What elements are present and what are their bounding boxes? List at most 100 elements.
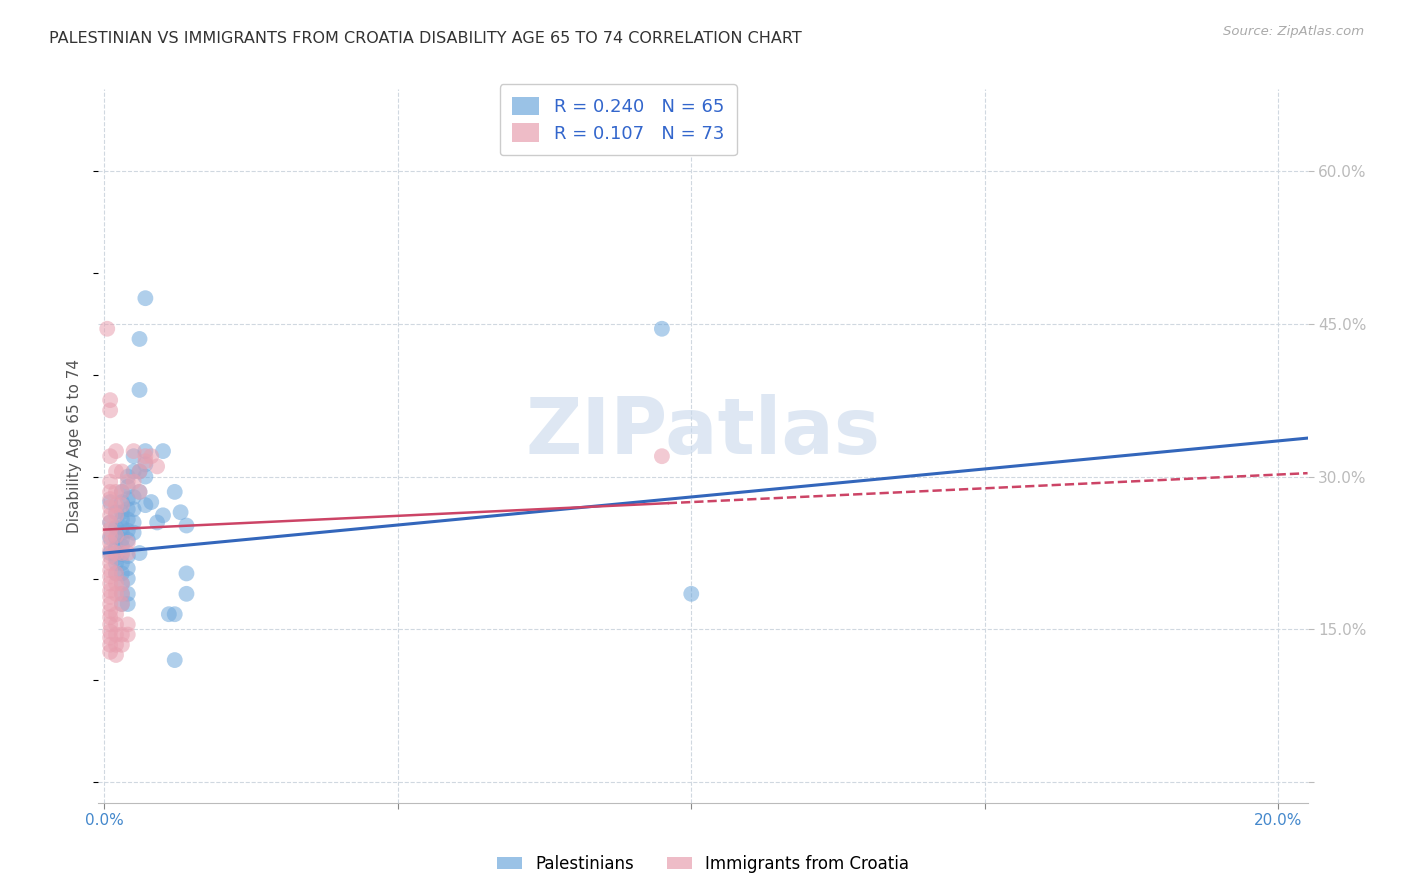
Point (111, 587, 134, 601)
Point (111, 638, 134, 652)
Point (105, 607, 128, 622)
Point (111, 546, 134, 560)
Point (111, 597, 134, 611)
Point (117, 502, 139, 516)
Point (105, 546, 128, 560)
Point (105, 648, 128, 662)
Point (105, 505, 128, 519)
Point (105, 627, 128, 641)
Point (141, 449, 163, 463)
Point (651, 449, 673, 463)
Point (111, 627, 134, 641)
Point (98, 583, 121, 598)
Point (141, 495, 163, 509)
Point (111, 576, 134, 591)
Point (111, 484, 134, 499)
Point (111, 495, 134, 509)
Point (111, 576, 134, 591)
Point (98, 500, 121, 515)
Point (152, 444, 174, 458)
Point (98, 523, 121, 537)
Point (128, 332, 150, 346)
Point (105, 444, 128, 458)
Point (122, 444, 145, 458)
Point (98, 569, 121, 583)
Y-axis label: Disability Age 65 to 74: Disability Age 65 to 74 (67, 359, 83, 533)
Point (117, 561, 139, 575)
Point (117, 627, 139, 641)
Point (111, 533, 134, 547)
Point (98, 475, 121, 489)
Text: Source: ZipAtlas.com: Source: ZipAtlas.com (1223, 25, 1364, 38)
Point (111, 498, 134, 512)
Point (117, 549, 139, 563)
Point (98, 563, 121, 577)
Point (98, 484, 121, 499)
Point (117, 536, 139, 550)
Point (122, 475, 145, 489)
Point (134, 444, 156, 458)
Point (111, 539, 134, 553)
Point (105, 498, 128, 512)
Point (117, 469, 139, 483)
Legend: R = 0.240   N = 65, R = 0.107   N = 73: R = 0.240 N = 65, R = 0.107 N = 73 (499, 84, 737, 155)
Point (128, 484, 150, 499)
Point (98, 624, 121, 639)
Legend: Palestinians, Immigrants from Croatia: Palestinians, Immigrants from Croatia (489, 848, 917, 880)
Point (98, 449, 121, 463)
Point (169, 505, 191, 519)
Point (651, 322, 673, 336)
Text: ZIPatlas: ZIPatlas (526, 393, 880, 470)
Point (117, 475, 139, 489)
Point (105, 566, 128, 581)
Point (134, 458, 156, 472)
Point (98, 604, 121, 618)
Point (105, 551, 128, 566)
Point (128, 383, 150, 397)
Point (98, 403, 121, 417)
Point (105, 566, 128, 581)
Point (98, 531, 121, 545)
Point (122, 525, 145, 540)
Point (134, 449, 156, 463)
Point (105, 638, 128, 652)
Point (111, 597, 134, 611)
Point (98, 610, 121, 624)
Point (111, 484, 134, 499)
Point (98, 590, 121, 604)
Point (134, 498, 156, 512)
Point (117, 597, 139, 611)
Point (96, 322, 118, 336)
Point (117, 617, 139, 632)
Point (111, 566, 134, 581)
Point (98, 508, 121, 523)
Point (134, 454, 156, 468)
Point (176, 518, 198, 533)
Point (111, 587, 134, 601)
Point (111, 520, 134, 534)
Point (152, 508, 174, 523)
Point (105, 520, 128, 534)
Point (117, 480, 139, 494)
Point (122, 502, 145, 516)
Point (117, 587, 139, 601)
Point (111, 556, 134, 570)
Point (98, 516, 121, 530)
Point (163, 607, 186, 622)
Point (134, 291, 156, 305)
Point (98, 638, 121, 652)
Point (98, 543, 121, 558)
Point (105, 587, 128, 601)
Point (105, 556, 128, 570)
Point (105, 465, 128, 479)
Point (117, 512, 139, 526)
Point (122, 490, 145, 504)
Point (105, 531, 128, 545)
Point (134, 469, 156, 483)
Point (98, 491, 121, 506)
Point (98, 495, 121, 509)
Point (98, 576, 121, 591)
Point (122, 449, 145, 463)
Point (98, 597, 121, 611)
Point (128, 484, 150, 499)
